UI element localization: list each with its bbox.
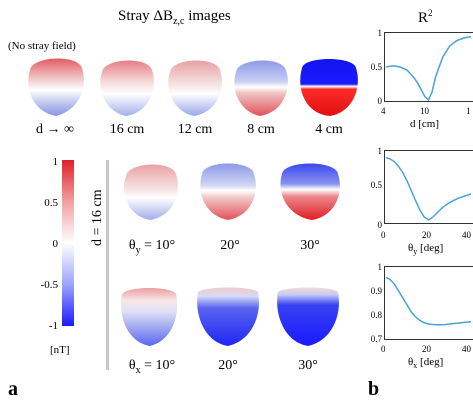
chart2-ytick: 1	[377, 146, 383, 156]
chart2-xlabel-base: θ	[408, 242, 414, 254]
label-value: = 10°	[140, 358, 176, 373]
chart3-xtick: 20	[422, 344, 431, 354]
head-map-d-infinity	[28, 58, 84, 116]
label-d-16cm: 16 cm	[109, 122, 145, 137]
chart3-xlabel-base: θ	[408, 356, 414, 368]
chart3-xlabel: θx [deg]	[408, 356, 443, 370]
head-map-d-8cm	[234, 60, 288, 116]
chart3-axes	[384, 266, 473, 340]
label-d-8cm: 8 cm	[247, 122, 275, 137]
panel-label-b: b	[368, 378, 380, 400]
chart-title-superscript: 2	[428, 8, 433, 18]
chart1-ytick: 0	[377, 96, 383, 106]
head-map-d-4cm	[300, 59, 358, 116]
chart3-xtick: 40	[462, 344, 471, 354]
chart1-plot	[384, 32, 473, 102]
chart3-xlabel-unit: [deg]	[417, 356, 444, 368]
colorbar-unit: [nT]	[50, 344, 70, 356]
chart1-xtick: 10	[420, 106, 429, 116]
chart2-series-line	[385, 156, 472, 221]
head-map-thetay-30	[280, 163, 340, 220]
chart2-ytick: 0.5	[370, 180, 382, 190]
head-map-thetax-10	[121, 288, 178, 346]
vertical-label-d16: d = 16 cm	[90, 189, 105, 247]
label-value: = 10°	[140, 238, 176, 253]
chart3-xtick: 0	[381, 344, 386, 354]
head-map-thetay-10	[124, 164, 178, 220]
colorbar-tick: -1	[48, 320, 58, 332]
chart1-xtick: 1	[466, 106, 471, 116]
chart2-plot	[384, 150, 473, 224]
colorbar	[62, 160, 74, 326]
head-map-thetax-20	[197, 287, 259, 346]
chart2-xlabel-subscript: y	[413, 247, 418, 257]
chart3-ytick: 0.8	[370, 310, 382, 320]
label-theta: θ	[128, 358, 136, 373]
chart1-ytick: 0.5	[370, 62, 382, 72]
chart-title: R2	[418, 8, 433, 27]
colorbar-tick: 1	[52, 156, 59, 168]
chart1-ytick: 1	[377, 28, 383, 38]
chart2-xtick: 20	[422, 230, 431, 240]
label-theta: θ	[128, 238, 136, 253]
chart1-xlabel: d [cm]	[410, 118, 440, 130]
label-thetax-20: 20°	[218, 358, 238, 373]
figure-title-main: Stray ΔB	[118, 8, 174, 24]
no-stray-label: (No stray field)	[8, 40, 76, 52]
chart2-xtick: 40	[462, 230, 471, 240]
chart3-xlabel-subscript: x	[413, 361, 418, 371]
figure-title-rest: images	[184, 8, 231, 24]
chart1-axes	[384, 32, 473, 102]
colorbar-tick: -0.5	[40, 279, 58, 291]
label-thetax-10: θx = 10°	[112, 358, 192, 376]
figure-title-subscript: z,c	[173, 16, 185, 27]
head-map-d-16cm	[100, 60, 154, 116]
label-thetay-30: 30°	[300, 238, 320, 253]
colorbar-tick: 0.5	[44, 197, 58, 209]
label-d-12cm: 12 cm	[177, 122, 213, 137]
chart2-axes	[384, 150, 473, 224]
chart1-xtick: 4	[381, 106, 386, 116]
chart3-ytick: 1	[377, 262, 383, 272]
bracket-line	[106, 160, 109, 370]
head-map-d-12cm	[168, 60, 222, 116]
chart3-series-line	[385, 276, 472, 326]
chart3-plot	[384, 266, 473, 340]
label-subscript-x: x	[135, 364, 141, 376]
label-thetay-10: θy = 10°	[112, 238, 192, 256]
chart2-xlabel: θy [deg]	[408, 242, 443, 256]
label-d-infinity: d → ∞	[36, 122, 74, 137]
label-subscript-y: y	[135, 244, 141, 256]
chart3-ytick: 0.7	[370, 334, 382, 344]
head-map-thetay-20	[200, 163, 256, 220]
label-d-4cm: 4 cm	[315, 122, 343, 137]
figure-title: Stray ΔBz,c images	[118, 8, 231, 27]
chart-title-base: R	[418, 10, 429, 26]
chart2-xlabel-unit: [deg]	[417, 242, 444, 254]
label-thetax-30: 30°	[298, 358, 318, 373]
chart2-xtick: 0	[381, 230, 386, 240]
panel-label-a: a	[8, 378, 18, 400]
chart2-ytick: 0	[377, 220, 383, 230]
chart1-series-line	[385, 35, 472, 102]
colorbar-tick: 0	[52, 238, 59, 250]
label-thetay-20: 20°	[220, 238, 240, 253]
head-map-thetax-30	[277, 287, 339, 346]
chart3-ytick: 0.9	[370, 286, 382, 296]
